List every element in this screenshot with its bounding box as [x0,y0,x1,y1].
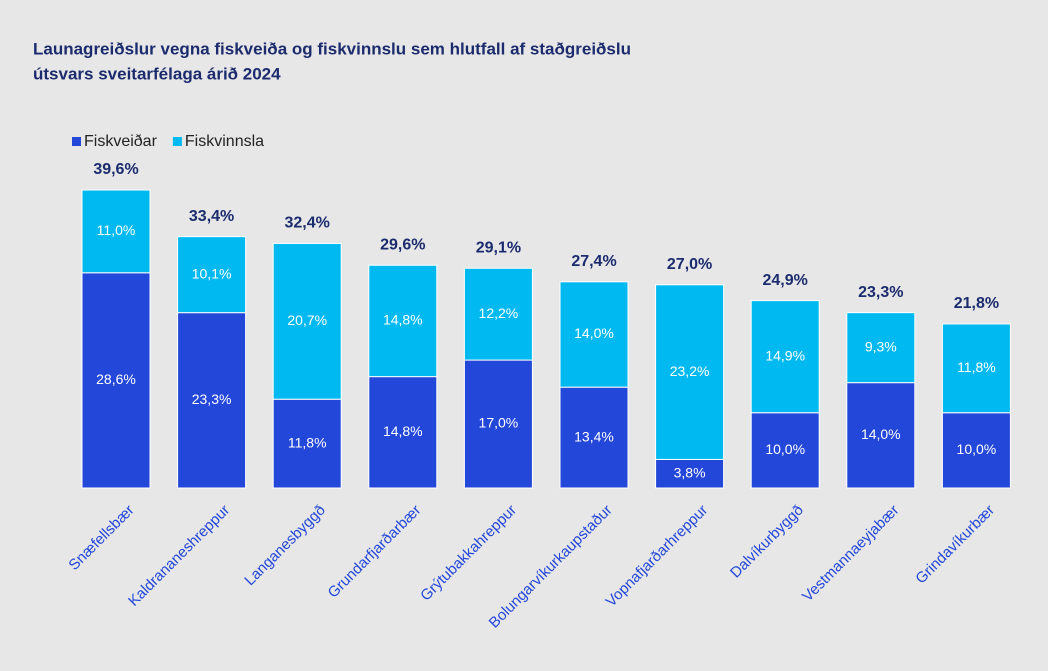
total-label: 23,3% [858,284,903,301]
total-label: 27,0% [667,256,712,273]
bar-segment [559,281,629,388]
value-label: 20,7% [287,312,327,328]
total-label: 24,9% [763,272,808,289]
total-label: 32,4% [285,215,330,232]
value-label: 14,0% [861,426,901,442]
value-label: 10,0% [957,441,997,457]
value-label: 13,4% [574,428,614,444]
total-label: 29,1% [476,239,521,256]
bar-segment [750,300,820,414]
total-label: 39,6% [93,161,138,178]
bar-segment [81,189,151,274]
bar-segment [941,323,1011,414]
total-label: 33,4% [189,208,234,225]
bar-segment [655,284,725,460]
total-label: 29,6% [380,236,425,253]
bar-segment [846,382,916,489]
value-label: 11,0% [97,222,136,238]
value-label: 10,1% [192,265,232,281]
bar-segment [846,312,916,384]
value-label: 23,3% [192,391,232,407]
legend-swatch [72,137,81,146]
bar-segment [750,412,820,489]
total-label: 27,4% [571,253,616,270]
bar-segment [272,242,342,400]
bar-segment [272,398,342,489]
bar-segment [81,272,151,489]
bar-segment [368,264,438,378]
x-tick-label: Grindavíkurbær [912,502,998,588]
total-label: 21,8% [954,295,999,312]
bar-segment [655,458,725,489]
bar-segment [941,412,1011,489]
x-tick-label: Vopnafjarðarhreppur [603,502,712,611]
chart-title: útsvars sveitarfélaga árið 2024 [33,64,281,83]
value-label: 3,8% [674,464,706,480]
value-label: 17,0% [479,415,519,431]
x-tick-label: Dalvíkurbyggð [727,502,807,582]
x-tick-label: Grundarfjarðarbær [325,502,425,602]
bar-segment [463,359,533,489]
x-tick-label: Vestmannaeyjabær [799,502,902,605]
bar-segment [463,267,533,361]
x-tick-label: Grýtubakkahreppur [417,502,520,605]
value-label: 14,9% [765,347,805,363]
value-label: 9,3% [865,338,897,354]
legend-label: Fiskveiðar [84,133,158,150]
bar-segment [368,376,438,489]
value-label: 10,0% [765,441,805,457]
value-label: 11,8% [957,359,996,375]
legend-label: Fiskvinnsla [185,133,264,150]
value-label: 23,2% [670,363,710,379]
value-label: 11,8% [288,434,327,450]
value-label: 12,2% [479,305,519,321]
x-tick-label: Kaldrananeshreppur [125,502,233,610]
value-label: 28,6% [96,371,136,387]
x-tick-label: Snæfellsbær [65,502,137,574]
x-tick-label: Langanesbyggð [241,502,329,590]
bar-segment [177,236,247,314]
bar-segment [559,386,629,489]
value-label: 14,8% [383,312,423,328]
chart-title: Launagreiðslur vegna fiskveiða og fiskvi… [33,39,631,58]
value-label: 14,0% [574,325,614,341]
value-label: 14,8% [383,423,423,439]
legend-swatch [172,137,182,146]
